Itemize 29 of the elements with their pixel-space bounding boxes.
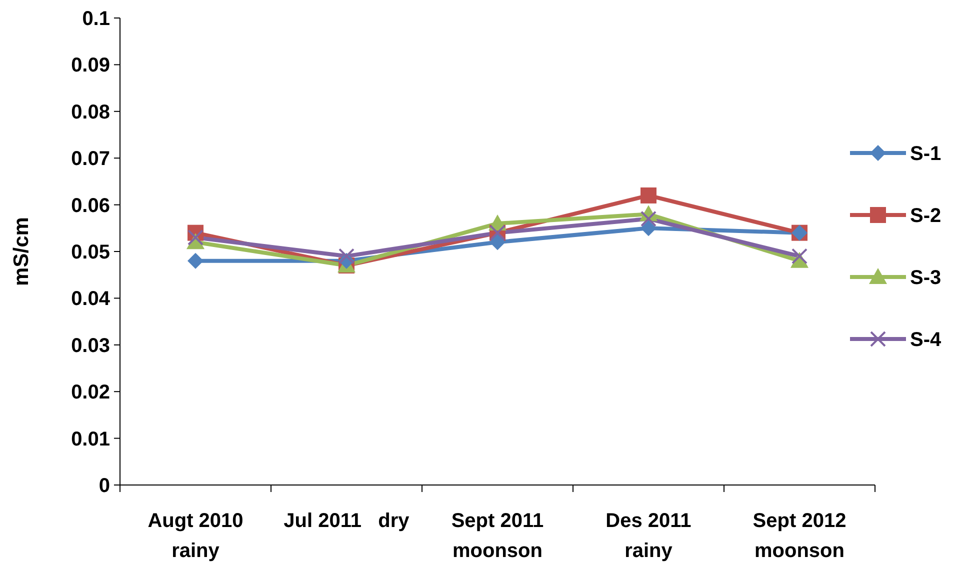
y-tick-label: 0.01	[71, 428, 110, 450]
legend-label: S-2	[910, 205, 942, 227]
y-tick-label: 0.05	[71, 242, 110, 264]
x-tick-label: Augt 2010 rainy	[148, 510, 244, 562]
x-tick-label: Sept 2011 moonson	[451, 510, 544, 562]
y-tick-label: 0.08	[71, 101, 110, 124]
point	[640, 210, 656, 227]
x-tick-label: Sept 2012 moonson	[752, 510, 846, 562]
y-tick-label: 0.06	[71, 194, 110, 217]
legend-label: S-3	[910, 267, 942, 289]
y-tick-label: 0.09	[71, 54, 110, 77]
y-tick-label: 0.03	[71, 334, 110, 357]
point	[338, 248, 354, 264]
point	[792, 248, 808, 264]
y-tick-label: 0.07	[71, 148, 110, 170]
y-tick-label: 0.1	[82, 8, 110, 30]
point	[640, 220, 656, 236]
y-tick-label: 0.02	[71, 382, 110, 404]
point	[188, 229, 204, 246]
legend-label: S-1	[910, 143, 942, 165]
x-tick-label: Jul 2011 dry	[284, 510, 410, 532]
y-tick-label: 0	[98, 475, 110, 497]
y-axis-title: mS/cm	[10, 217, 33, 286]
x-tick-label: Des 2011 rainy	[606, 510, 692, 562]
point	[188, 252, 204, 269]
y-tick-label: 0.04	[71, 288, 111, 310]
point	[490, 234, 506, 250]
point	[640, 187, 656, 204]
legend-label: S-4	[910, 329, 942, 351]
